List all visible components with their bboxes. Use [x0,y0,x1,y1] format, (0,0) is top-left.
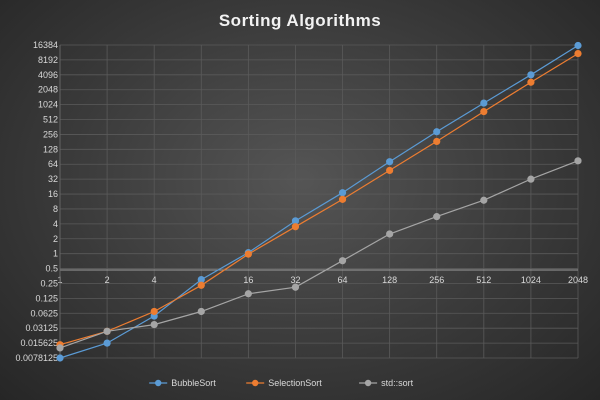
y-tick-label: 0.03125 [25,323,58,333]
data-point [480,196,488,204]
y-tick-label: 2 [53,234,58,244]
data-point [338,195,347,203]
data-point [574,49,582,58]
data-point [56,354,64,362]
y-tick-label: 64 [48,159,58,169]
y-tick-label: 8192 [38,55,58,65]
y-tick-label: 16384 [33,40,58,50]
x-tick-label: 2048 [568,275,588,285]
series-line [59,53,579,346]
data-point [433,137,441,146]
y-tick-label: 4096 [38,70,58,80]
data-point [480,99,488,107]
legend-swatch-marker [252,379,259,387]
y-tick-label: 0.125 [35,293,58,303]
legend-swatch-marker [155,379,162,387]
y-tick-label: 4 [53,219,58,229]
data-point [244,250,252,258]
x-tick-label: 16 [243,275,253,285]
data-point [150,307,158,316]
legend-swatch-marker [364,379,372,387]
data-point [433,213,441,221]
y-tick-label: 0.0625 [30,308,58,318]
data-point [244,290,252,298]
y-tick-label: 256 [43,129,58,139]
x-tick-label: 64 [338,275,348,285]
y-tick-label: 128 [43,144,58,154]
data-point [291,217,300,225]
series-layer [56,41,582,362]
data-point [197,307,205,316]
data-point [56,344,64,352]
data-point [197,281,205,289]
y-tick-label: 32 [48,174,58,184]
x-tick-label: 4 [152,275,157,285]
y-tick-label: 0.0078125 [15,353,58,363]
data-point [527,78,535,86]
data-point [574,41,582,50]
x-tick-label: 256 [429,275,444,285]
x-tick-label: 512 [476,275,491,285]
chart-title: Sorting Algorithms [219,11,381,30]
y-tick-label: 1024 [38,100,58,110]
data-point [574,157,582,165]
legend: BubbleSort SelectionSort std::sort [149,378,414,388]
y-tick-label: 16 [48,189,58,199]
series-line [59,160,579,349]
y-tick-label: 0.25 [40,278,58,288]
data-point [386,158,394,166]
legend-label: std::sort [381,378,414,388]
data-point [433,128,441,136]
series-std-sort [56,157,582,352]
data-point [480,108,488,116]
series-line [59,44,579,359]
y-tick-label: 1 [53,249,58,259]
x-tick-label: 1024 [521,275,541,285]
series-selectionsort [56,49,582,349]
data-point [103,327,111,335]
y-tick-label: 2048 [38,85,58,95]
y-tick-label: 8 [53,204,58,214]
axes: 0.0078125 0.015625 0.03125 0.0625 0.125 0.25 0… [15,40,588,363]
legend-item: BubbleSort [149,378,216,388]
gridlines [59,44,579,359]
legend-item: SelectionSort [246,378,322,388]
series-bubblesort [56,41,582,362]
legend-label: SelectionSort [268,378,322,388]
data-point [197,275,205,284]
data-point [338,257,347,265]
data-point [291,283,300,291]
y-tick-label: 0.015625 [20,338,58,348]
legend-label: BubbleSort [171,378,216,388]
data-point [386,230,394,238]
y-tick-label: 512 [43,115,58,125]
data-point [386,166,394,175]
data-point [527,175,535,183]
data-point [103,339,111,347]
data-point [150,320,158,329]
x-tick-label: 128 [382,275,397,285]
x-tick-label: 32 [290,275,300,285]
data-point [291,223,300,231]
legend-item: std::sort [359,378,414,388]
data-point [338,189,347,197]
y-tick-label: 0.5 [45,264,58,274]
data-point [527,71,535,79]
x-tick-label: 2 [105,275,110,285]
